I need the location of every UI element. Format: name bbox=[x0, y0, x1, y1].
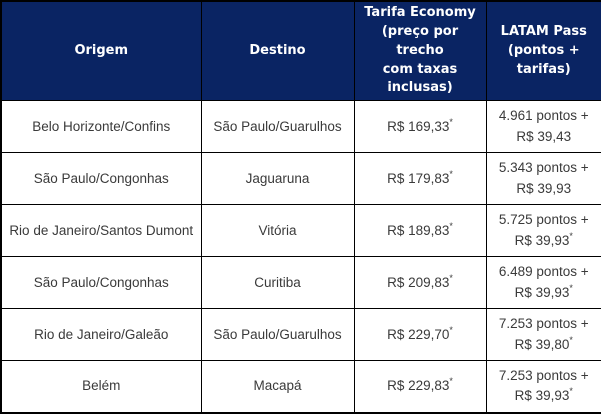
cell-origem: São Paulo/Congonhas bbox=[0, 256, 202, 310]
tarifa-asterisk: * bbox=[449, 220, 453, 231]
table-row: Rio de Janeiro/Santos Dumont Vitória R$ … bbox=[0, 204, 601, 258]
cell-tarifa: R$ 209,83* bbox=[353, 256, 487, 310]
tarifa-value: R$ 229,83 bbox=[387, 378, 450, 394]
tarifa-value: R$ 179,83 bbox=[387, 170, 450, 186]
cell-origem: Rio de Janeiro/Santos Dumont bbox=[0, 204, 202, 258]
cell-tarifa: R$ 189,83* bbox=[353, 204, 487, 258]
latam-fare: R$ 39,93 bbox=[514, 284, 570, 300]
tarifa-asterisk: * bbox=[449, 116, 453, 127]
latam-fare: R$ 39,43 bbox=[516, 128, 572, 144]
cell-latam-pass: 5.343 pontos + R$ 39,93 bbox=[485, 152, 601, 206]
latam-fare: R$ 39,93 bbox=[516, 180, 572, 196]
table-header: Origem Destino Tarifa Economy (preço por… bbox=[0, 0, 601, 102]
column-header-tarifa-economy: Tarifa Economy (preço por trecho com tax… bbox=[353, 0, 487, 102]
cell-tarifa: R$ 179,83* bbox=[353, 152, 487, 206]
cell-latam-pass: 7.253 pontos + R$ 39,93* bbox=[485, 360, 601, 414]
table-row: Belém Macapá R$ 229,83* 7.253 pontos + R$… bbox=[0, 360, 601, 414]
tarifa-asterisk: * bbox=[449, 324, 453, 335]
cell-origem: São Paulo/Congonhas bbox=[0, 152, 202, 206]
latam-points: 6.489 pontos + bbox=[498, 264, 589, 280]
cell-destino: São Paulo/Guarulhos bbox=[200, 100, 355, 154]
cell-destino: Curitiba bbox=[200, 256, 355, 310]
table-row: São Paulo/Congonhas Curitiba R$ 209,83* … bbox=[0, 256, 601, 310]
latam-points: 7.253 pontos + bbox=[498, 368, 589, 384]
latam-points: 5.343 pontos + bbox=[498, 160, 589, 176]
latam-asterisk: * bbox=[569, 334, 573, 345]
cell-tarifa: R$ 229,70* bbox=[353, 308, 487, 362]
cell-origem: Belo Horizonte/Confins bbox=[0, 100, 202, 154]
column-header-destino: Destino bbox=[200, 0, 355, 102]
cell-destino: São Paulo/Guarulhos bbox=[200, 308, 355, 362]
header-row: Origem Destino Tarifa Economy (preço por… bbox=[0, 0, 601, 102]
tarifa-asterisk: * bbox=[449, 168, 453, 179]
tarifa-value: R$ 209,83 bbox=[387, 274, 450, 290]
cell-tarifa: R$ 229,83* bbox=[353, 360, 487, 414]
cell-destino: Vitória bbox=[200, 204, 355, 258]
cell-latam-pass: 5.725 pontos + R$ 39,93* bbox=[485, 204, 601, 258]
latam-fare: R$ 39,93 bbox=[514, 388, 570, 404]
tarifa-value: R$ 169,33 bbox=[387, 118, 450, 134]
cell-origem: Rio de Janeiro/Galeão bbox=[0, 308, 202, 362]
latam-points: 4.961 pontos + bbox=[498, 108, 589, 124]
cell-destino: Macapá bbox=[200, 360, 355, 414]
latam-asterisk: * bbox=[569, 386, 573, 397]
table-body: Belo Horizonte/Confins São Paulo/Guarulh… bbox=[0, 100, 601, 414]
latam-fare: R$ 39,93 bbox=[514, 232, 570, 248]
latam-asterisk: * bbox=[569, 230, 573, 241]
latam-fare: R$ 39,80 bbox=[514, 336, 570, 352]
latam-asterisk: * bbox=[569, 282, 573, 293]
table-row: Belo Horizonte/Confins São Paulo/Guarulh… bbox=[0, 100, 601, 154]
latam-points: 5.725 pontos + bbox=[498, 212, 589, 228]
cell-tarifa: R$ 169,33* bbox=[353, 100, 487, 154]
tarifa-asterisk: * bbox=[449, 376, 453, 387]
column-header-origem: Origem bbox=[0, 0, 202, 102]
tarifa-value: R$ 189,83 bbox=[387, 222, 450, 238]
latam-points: 7.253 pontos + bbox=[498, 316, 589, 332]
cell-destino: Jaguaruna bbox=[200, 152, 355, 206]
cell-latam-pass: 6.489 pontos + R$ 39,93* bbox=[485, 256, 601, 310]
table-row: Rio de Janeiro/Galeão São Paulo/Guarulho… bbox=[0, 308, 601, 362]
tarifa-asterisk: * bbox=[449, 272, 453, 283]
cell-latam-pass: 7.253 pontos + R$ 39,80* bbox=[485, 308, 601, 362]
column-header-latam-pass: LATAM Pass (pontos + tarifas) bbox=[485, 0, 601, 102]
cell-origem: Belém bbox=[0, 360, 202, 414]
table-row: São Paulo/Congonhas Jaguaruna R$ 179,83*… bbox=[0, 152, 601, 206]
cell-latam-pass: 4.961 pontos + R$ 39,43 bbox=[485, 100, 601, 154]
tarifa-value: R$ 229,70 bbox=[387, 326, 450, 342]
